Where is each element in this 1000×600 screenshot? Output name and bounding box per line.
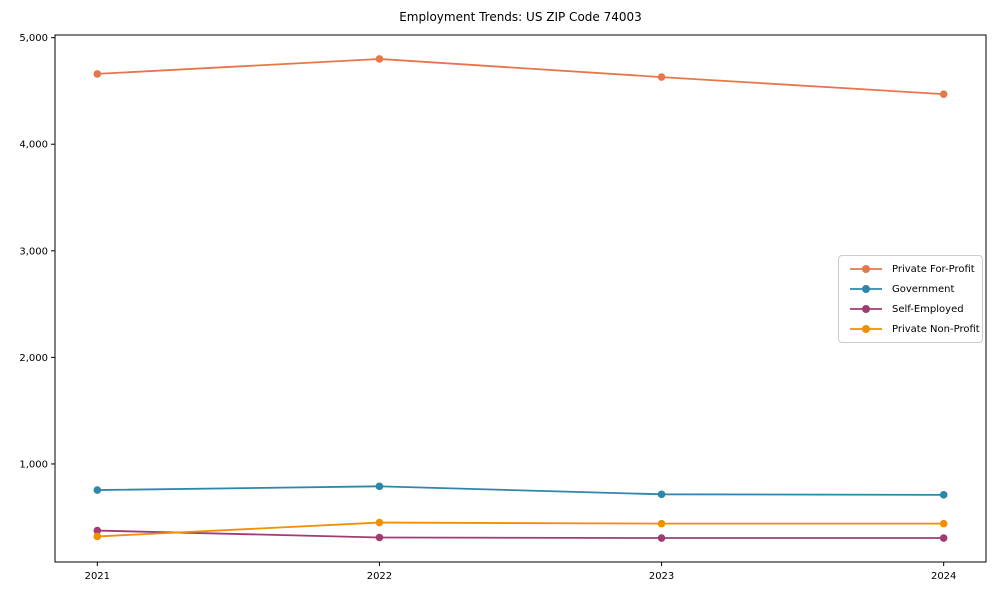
data-point-marker <box>939 519 948 528</box>
legend-swatch-dot <box>862 325 870 333</box>
series-private-for-profit <box>93 55 948 98</box>
data-point-marker <box>375 533 384 542</box>
x-tick-label: 2022 <box>367 571 392 582</box>
axes <box>54 34 987 563</box>
series-government <box>93 482 948 499</box>
legend-marker-government <box>850 285 882 293</box>
legend-item-government: Government <box>849 282 976 297</box>
legend-marker-private-for-profit <box>850 265 882 273</box>
data-point-marker <box>657 490 666 499</box>
x-tick-label: 2021 <box>85 571 110 582</box>
y-tick-label: 3,000 <box>19 246 48 257</box>
series-line <box>97 529 944 539</box>
data-point-marker <box>93 486 102 494</box>
data-point-marker <box>375 518 384 527</box>
legend-item-self-employed: Self-Employed <box>849 302 976 317</box>
y-tick-label: 5,000 <box>19 33 48 44</box>
series-line <box>97 58 944 96</box>
series-private-non-profit <box>93 518 948 541</box>
data-point-marker <box>939 90 948 98</box>
data-point-marker <box>93 70 102 78</box>
legend-label-self-employed: Self-Employed <box>892 303 964 315</box>
data-point-marker <box>375 55 384 63</box>
data-point-marker <box>657 519 666 528</box>
legend-label-government: Government <box>892 283 955 295</box>
legend-label-private-for-profit: Private For-Profit <box>892 263 975 275</box>
legend-item-private-for-profit: Private For-Profit <box>849 262 976 277</box>
legend: Private For-Profit Government Self-Emplo… <box>838 255 983 343</box>
data-point-marker <box>93 526 102 535</box>
legend-swatch-dot <box>862 265 870 273</box>
y-tick-label: 1,000 <box>19 459 48 470</box>
series-line <box>97 521 944 538</box>
chart-title: Employment Trends: US ZIP Code 74003 <box>399 10 642 24</box>
series-self-employed <box>93 526 948 542</box>
y-tick-label: 2,000 <box>19 353 48 364</box>
y-tick-label: 4,000 <box>19 140 48 151</box>
legend-swatch-dot <box>862 305 870 313</box>
data-point-marker <box>939 491 948 499</box>
legend-item-private-non-profit: Private Non-Profit <box>849 322 980 337</box>
legend-marker-self-employed <box>850 305 882 313</box>
legend-label-private-non-profit: Private Non-Profit <box>892 323 980 335</box>
x-tick-label: 2024 <box>931 571 956 582</box>
y-axis-ticks: 1,000 2,000 3,000 4,000 5,000 <box>19 33 55 470</box>
data-point-marker <box>939 534 948 542</box>
data-point-marker <box>657 534 666 542</box>
legend-marker-private-non-profit <box>850 325 882 333</box>
x-tick-label: 2023 <box>649 571 674 582</box>
legend-swatch-dot <box>862 285 870 293</box>
data-point-marker <box>375 482 384 491</box>
data-point-marker <box>657 73 666 81</box>
series-line <box>97 485 944 496</box>
x-axis-ticks: 2021 2022 2023 2024 <box>85 562 956 582</box>
data-point-marker <box>93 532 102 541</box>
